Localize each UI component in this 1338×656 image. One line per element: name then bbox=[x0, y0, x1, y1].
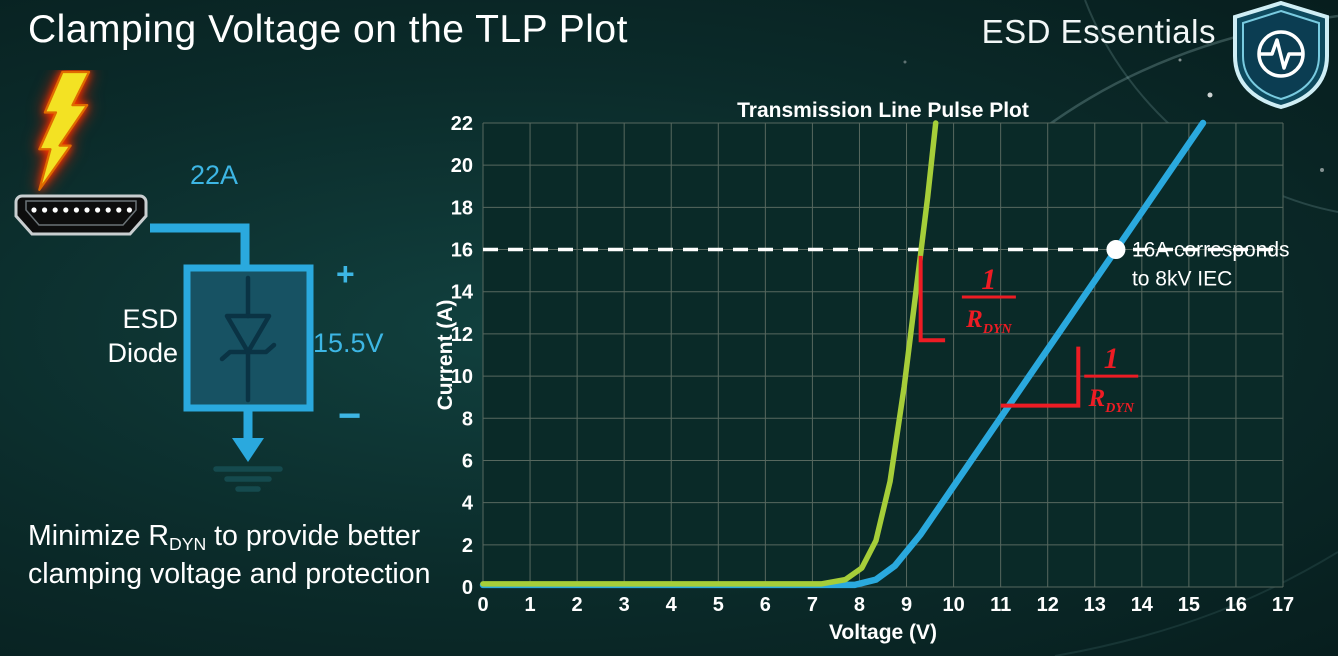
y-tick-label: 6 bbox=[462, 450, 473, 472]
ground-symbol bbox=[213, 408, 283, 492]
iec-marker-point bbox=[1106, 240, 1126, 260]
x-tick-label: 3 bbox=[619, 594, 630, 616]
x-tick-label: 10 bbox=[942, 594, 964, 616]
x-tick-label: 1 bbox=[524, 594, 535, 616]
x-tick-label: 16 bbox=[1225, 594, 1247, 616]
clamp-voltage-label: 15.5V bbox=[313, 328, 384, 358]
x-tick-label: 12 bbox=[1037, 594, 1059, 616]
tlp-chart: 0 1 2 3 4 5 6 7 8 9 10 11 12 13 14 15 16 1702468101214161… bbox=[434, 99, 1294, 644]
y-tick-label: 20 bbox=[451, 155, 473, 177]
x-tick-label: 7 bbox=[807, 594, 818, 616]
chart-title: Transmission Line Pulse Plot bbox=[737, 99, 1029, 122]
y-tick-label: 14 bbox=[451, 282, 474, 304]
y-axis-label: Current (A) bbox=[434, 300, 457, 411]
y-tick-label: 0 bbox=[462, 577, 473, 599]
zener-diode-symbol bbox=[219, 275, 277, 403]
x-tick-label: 0 bbox=[477, 594, 488, 616]
x-tick-label: 15 bbox=[1178, 594, 1200, 616]
iec-annotation-line: 16A corresponds bbox=[1132, 239, 1290, 262]
lightning-bolt-icon bbox=[38, 70, 91, 191]
takeaway-part1: Minimize R bbox=[28, 520, 169, 552]
x-axis-label: Voltage (V) bbox=[829, 621, 937, 644]
x-tick-label: 13 bbox=[1084, 594, 1106, 616]
y-tick-label: 2 bbox=[462, 535, 473, 557]
slope-marker-2 bbox=[1000, 346, 1081, 408]
x-tick-label: 11 bbox=[990, 594, 1011, 616]
surge-current-label: 22A bbox=[190, 160, 239, 190]
x-tick-label: 2 bbox=[572, 594, 583, 616]
y-tick-label: 8 bbox=[462, 408, 473, 430]
x-tick-label: 14 bbox=[1131, 594, 1154, 616]
rdyn-fraction-denominator: RDYN bbox=[1088, 385, 1135, 416]
grid-lines bbox=[482, 122, 1284, 588]
page-title: Clamping Voltage on the TLP Plot bbox=[28, 8, 628, 51]
rdyn-fraction-numerator: 1 bbox=[981, 263, 996, 296]
y-tick-label: 22 bbox=[451, 113, 473, 135]
takeaway-subscript: DYN bbox=[168, 533, 207, 554]
x-tick-label: 5 bbox=[713, 594, 724, 616]
x-tick-label: 8 bbox=[854, 594, 865, 616]
x-tick-label: 4 bbox=[666, 594, 678, 616]
surge-wire bbox=[150, 223, 250, 270]
y-tick-label: 4 bbox=[462, 493, 474, 515]
y-tick-label: 12 bbox=[451, 324, 473, 346]
y-tick-label: 10 bbox=[451, 366, 473, 388]
esd-diode-label: ESD Diode bbox=[107, 304, 178, 368]
esd-circuit-diagram bbox=[14, 70, 314, 492]
hdmi-connector-icon bbox=[14, 194, 148, 236]
x-tick-label: 9 bbox=[901, 594, 912, 616]
brand-title: ESD Essentials bbox=[981, 13, 1216, 50]
takeaway-text: Minimize RDYN to provide better clamping… bbox=[28, 518, 432, 594]
iec-annotation-line: to 8kV IEC bbox=[1132, 268, 1232, 291]
x-tick-label: 17 bbox=[1272, 594, 1294, 616]
minus-polarity-label: − bbox=[338, 394, 362, 438]
y-tick-label: 16 bbox=[451, 240, 473, 262]
x-tick-label: 6 bbox=[760, 594, 771, 616]
y-tick-label: 18 bbox=[451, 197, 473, 219]
shield-pulse-logo-icon bbox=[1233, 0, 1329, 110]
rdyn-fraction-denominator: RDYN bbox=[965, 306, 1012, 337]
slope-marker-1 bbox=[918, 255, 946, 343]
series-green-steep-curve-lower-rdyn bbox=[480, 120, 939, 587]
rdyn-fraction-numerator: 1 bbox=[1104, 342, 1119, 375]
takeaway-part2: to provide better clamping voltage and p… bbox=[28, 520, 431, 591]
plus-polarity-label: + bbox=[336, 256, 355, 292]
